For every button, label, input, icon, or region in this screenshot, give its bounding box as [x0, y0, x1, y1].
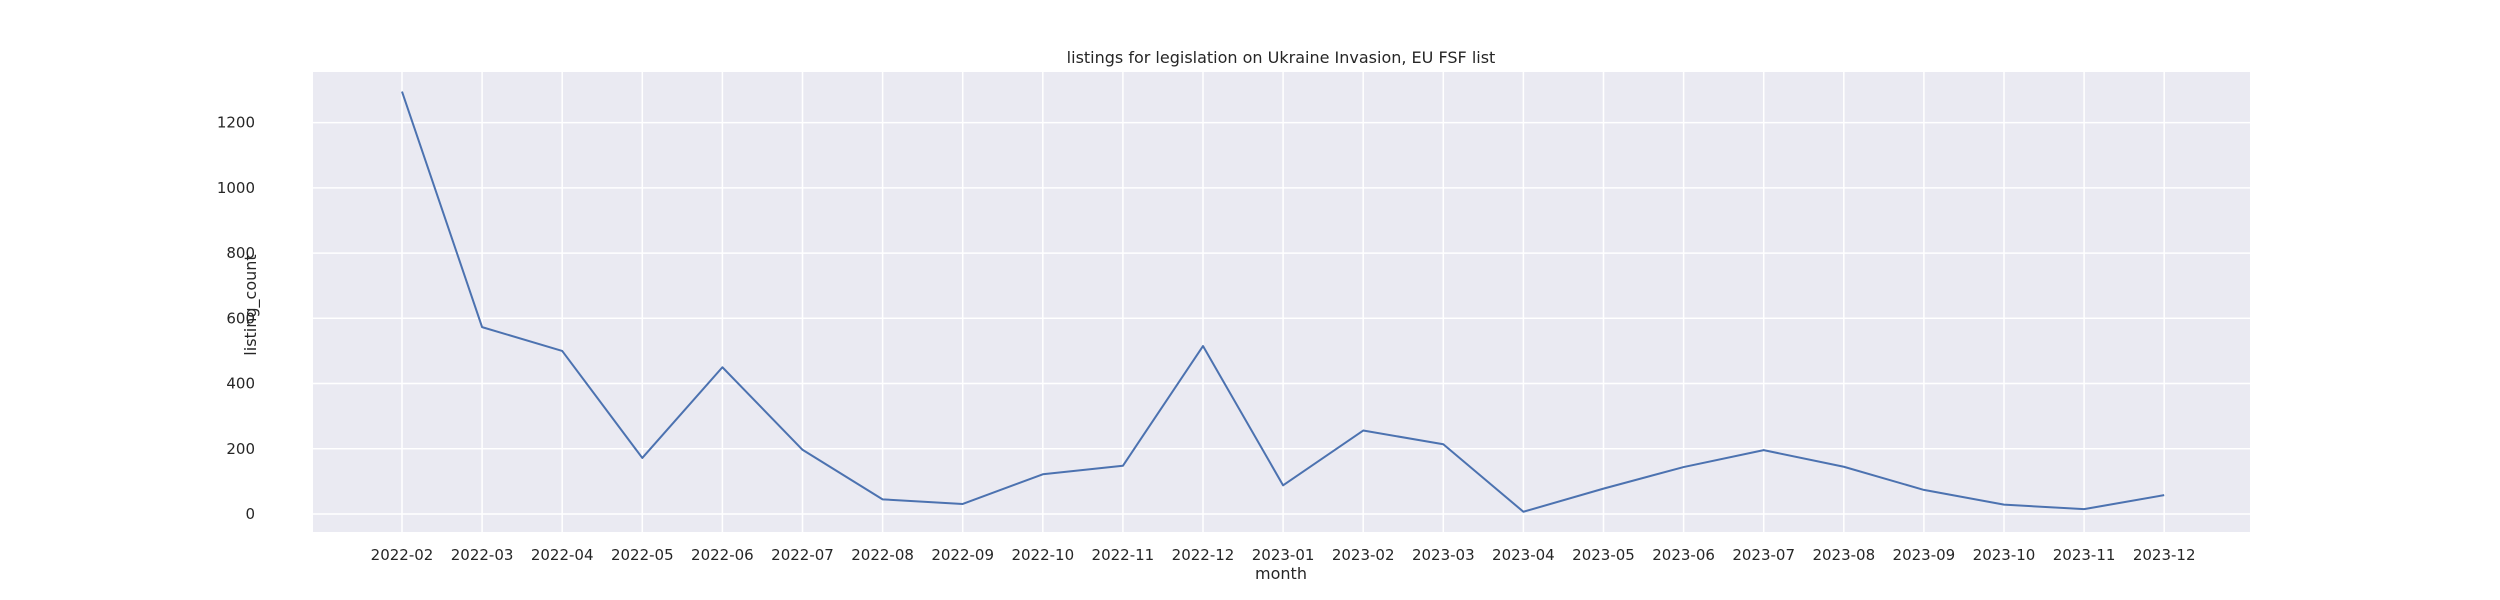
x-axis-label: month: [1255, 564, 1307, 583]
x-tick-label: 2022-03: [451, 546, 514, 564]
x-tick-label: 2023-09: [1893, 546, 1956, 564]
x-tick-label: 2022-04: [531, 546, 594, 564]
x-tick-label: 2022-09: [931, 546, 994, 564]
y-tick-labels: 0 200 400 600 800 1000 1200: [217, 114, 255, 523]
y-tick-label: 800: [226, 244, 255, 262]
grid-lines: [313, 72, 2250, 532]
y-tick-label: 600: [226, 309, 255, 327]
x-tick-label: 2022-06: [691, 546, 754, 564]
y-tick-label: 200: [226, 440, 255, 458]
x-tick-label: 2022-10: [1011, 546, 1074, 564]
y-tick-label: 1200: [217, 114, 255, 132]
x-tick-label: 2022-12: [1172, 546, 1235, 564]
x-tick-label: 2023-02: [1332, 546, 1395, 564]
x-tick-label: 2023-12: [2133, 546, 2196, 564]
chart-title: listings for legislation on Ukraine Inva…: [1067, 48, 1496, 67]
x-tick-labels: 2022-02 2022-03 2022-04 2022-05 2022-06 2022-…: [371, 546, 2196, 564]
x-tick-label: 2023-04: [1492, 546, 1555, 564]
x-tick-label: 2023-08: [1812, 546, 1875, 564]
y-tick-label: 1000: [217, 179, 255, 197]
x-tick-label: 2023-01: [1252, 546, 1315, 564]
x-tick-label: 2022-08: [851, 546, 914, 564]
x-tick-label: 2023-10: [1973, 546, 2036, 564]
x-tick-label: 2023-11: [2053, 546, 2116, 564]
series-line: [401, 91, 2165, 513]
y-tick-label: 0: [245, 505, 255, 523]
x-tick-label: 2022-07: [771, 546, 834, 564]
x-tick-label: 2023-03: [1412, 546, 1475, 564]
x-tick-label: 2022-11: [1092, 546, 1155, 564]
x-tick-label: 2023-05: [1572, 546, 1635, 564]
x-tick-label: 2022-05: [611, 546, 674, 564]
x-tick-label: 2023-07: [1732, 546, 1795, 564]
y-tick-label: 400: [226, 375, 255, 393]
y-axis-label: listing_count: [241, 254, 261, 355]
x-tick-label: 2022-02: [371, 546, 434, 564]
plot-area: [313, 72, 2250, 532]
x-tick-label: 2023-06: [1652, 546, 1715, 564]
